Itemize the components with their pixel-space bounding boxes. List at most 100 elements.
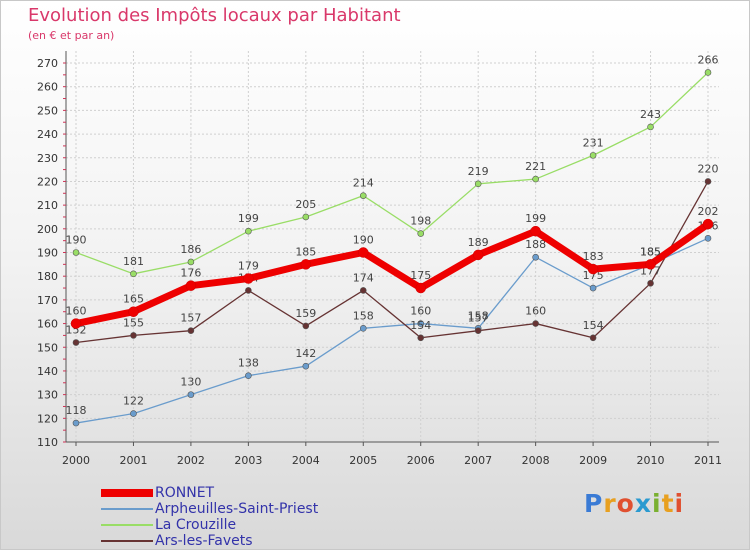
data-point [589, 334, 597, 342]
y-tick-label: 110 [37, 436, 58, 449]
data-label: 165 [123, 293, 144, 306]
logo-letter: i [674, 489, 685, 518]
y-tick-label: 150 [37, 341, 58, 354]
y-tick-label: 210 [37, 199, 58, 212]
y-tick-label: 240 [37, 128, 58, 141]
series-line-la-crouzille [75, 71, 709, 275]
data-label: 190 [353, 234, 374, 247]
data-point [415, 282, 426, 294]
data-label: 159 [295, 307, 316, 320]
data-label: 185 [640, 245, 661, 258]
y-tick-label: 250 [37, 104, 58, 117]
y-tick-label: 230 [37, 152, 58, 165]
data-point [187, 327, 195, 334]
legend-swatch [101, 508, 153, 510]
data-point [417, 320, 425, 327]
series-line-ars-les-favets [75, 180, 709, 344]
data-point [302, 322, 310, 330]
data-point [647, 123, 654, 131]
data-label: 160 [525, 305, 546, 318]
x-tick-label: 2011 [694, 454, 722, 467]
data-point [474, 180, 482, 188]
data-label: 214 [353, 177, 374, 190]
data-label: 189 [468, 236, 489, 249]
data-label: 157 [468, 312, 489, 325]
data-label: 160 [66, 305, 87, 318]
data-point [647, 279, 654, 287]
plot-area [66, 51, 719, 442]
chart-title: Evolution des Impôts locaux par Habitant [28, 5, 401, 26]
x-tick-label: 2008 [522, 454, 550, 467]
logo-letter: o [616, 489, 635, 518]
data-label: 220 [698, 162, 719, 175]
data-point [417, 230, 425, 237]
y-tick-label: 130 [37, 389, 58, 402]
data-point [72, 339, 80, 346]
data-label: 219 [468, 165, 489, 178]
data-point [243, 273, 254, 284]
data-label: 199 [238, 212, 259, 225]
data-point [185, 280, 197, 291]
y-tick-label: 190 [37, 247, 58, 260]
data-point [472, 249, 484, 261]
data-point [532, 175, 539, 183]
data-point [532, 320, 539, 327]
x-tick-label: 2002 [177, 454, 205, 467]
data-label: 179 [238, 260, 259, 273]
legend-swatch [101, 524, 153, 526]
data-point [587, 263, 599, 275]
legend-label: Ars-les-Favets [155, 533, 253, 549]
x-tick-label: 2004 [292, 454, 320, 467]
data-label: 122 [123, 395, 144, 408]
data-label: 188 [525, 238, 546, 251]
data-label: 152 [66, 324, 87, 337]
x-tick-label: 2001 [119, 454, 147, 467]
data-point [72, 419, 80, 427]
data-point [70, 318, 82, 329]
data-point [359, 287, 367, 294]
data-label: 154 [410, 319, 431, 332]
data-label: 176 [180, 267, 201, 280]
logo-letter: P [584, 489, 604, 518]
data-point [130, 410, 137, 417]
data-point [704, 69, 712, 76]
data-label: 175 [583, 269, 604, 282]
data-label: 138 [238, 357, 259, 370]
data-label: 185 [640, 245, 661, 258]
x-tick-label: 2009 [579, 454, 607, 467]
data-point [530, 225, 541, 237]
legend-label: RONNET [155, 485, 215, 501]
data-point [702, 218, 714, 230]
data-point [474, 327, 482, 334]
data-point [302, 362, 310, 370]
logo-letter: x [634, 489, 652, 518]
data-label: 181 [123, 255, 144, 268]
proxiti-logo: Proxiti [584, 489, 684, 518]
data-label: 175 [410, 269, 431, 282]
series-line-ronnet [72, 220, 712, 328]
legend-swatch [101, 489, 153, 497]
y-tick-label: 170 [37, 294, 58, 307]
y-tick-label: 180 [37, 270, 58, 283]
data-point [72, 249, 80, 256]
y-tick-label: 120 [37, 412, 58, 425]
data-label: 142 [295, 347, 316, 360]
logo-letter: i [652, 489, 662, 518]
y-tick-label: 160 [37, 318, 58, 331]
data-point [645, 259, 656, 270]
data-point [704, 178, 712, 185]
x-tick-label: 2006 [407, 454, 435, 467]
x-tick-label: 2007 [464, 454, 492, 467]
data-point [187, 391, 195, 398]
data-label: 185 [295, 245, 316, 258]
legend-label: La Crouzille [155, 517, 237, 533]
data-point [245, 287, 252, 294]
data-label: 202 [698, 205, 719, 218]
data-point [187, 258, 195, 266]
data-point [359, 192, 367, 199]
x-tick-label: 2003 [234, 454, 262, 467]
data-point [128, 306, 139, 317]
data-label: 243 [640, 108, 661, 121]
